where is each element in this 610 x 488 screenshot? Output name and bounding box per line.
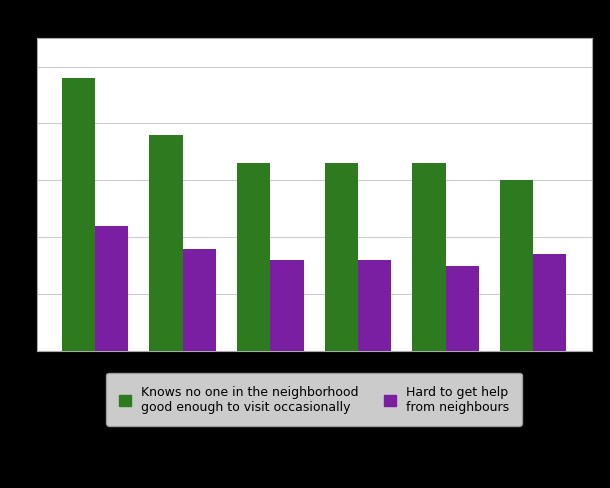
Bar [95, 226, 129, 351]
Bar [62, 79, 95, 351]
Bar [270, 261, 304, 351]
Bar [533, 255, 567, 351]
Bar [412, 164, 445, 351]
Bar [149, 136, 183, 351]
Bar [358, 261, 391, 351]
Bar [500, 181, 533, 351]
Bar [445, 266, 479, 351]
Bar [325, 164, 358, 351]
Bar [237, 164, 270, 351]
Bar [183, 249, 216, 351]
Legend: Knows no one in the neighborhood
good enough to visit occasionally, Hard to get : Knows no one in the neighborhood good en… [106, 373, 522, 426]
